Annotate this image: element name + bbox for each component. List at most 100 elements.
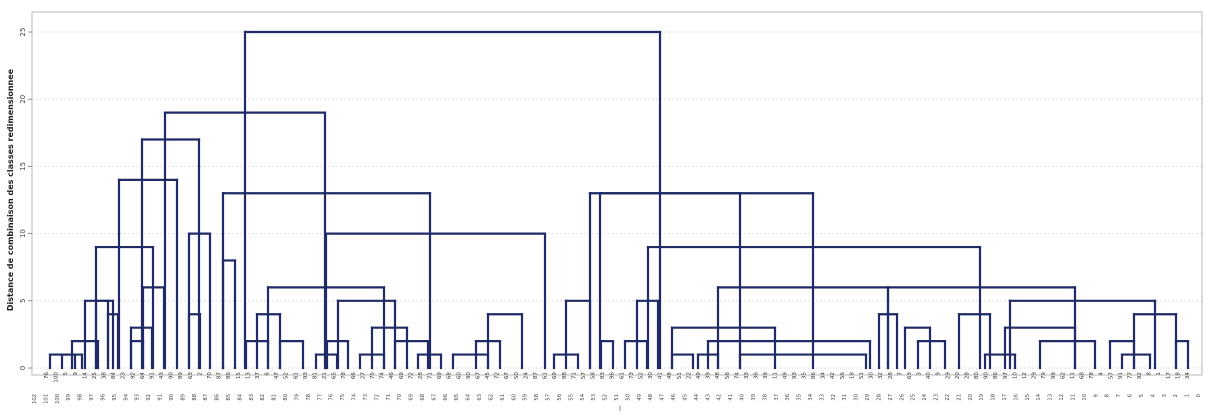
leaf-label: 99 [1051,372,1057,380]
leaf-label: 72 [408,372,414,379]
leaf-label: 56 [725,372,731,380]
leaf-label: 8 [1105,394,1111,397]
leaf-label: 6 [1128,394,1134,397]
leaf-label: 82 [260,394,266,401]
leaf-label: 7 [1116,394,1122,397]
leaf-label: 70 [397,394,403,401]
leaf-label: 14 [82,372,88,380]
leaf-label: 98 [78,394,84,401]
leaf-label: 71 [571,372,577,380]
leaf-label: 57 [546,394,552,401]
leaf-label: 47 [274,372,280,380]
leaf-label: 93 [303,372,309,380]
leaf-label: 31 [842,394,848,401]
leaf-label: 95 [112,394,118,401]
leaf-label: 29 [945,372,951,380]
leaf-label: 33 [744,372,750,380]
leaf-label: 69 [552,372,558,380]
y-tick-label: 15 [19,162,27,171]
leaf-label: 2 [197,372,203,376]
leaf-label: 91 [1118,372,1124,380]
leaf-label: 87 [203,394,209,401]
x-axis-label: l [619,405,621,413]
leaf-label: 89 [180,394,186,401]
leaf-label: 25 [92,372,98,380]
leaf-label: 20 [955,372,961,380]
leaf-label: 29 [865,394,871,401]
leaf-label: 17 [1002,394,1008,401]
leaf-label: 39 [751,394,757,401]
leaf-label: 80 [283,394,289,401]
y-tick-label: 25 [19,28,27,37]
leaf-label: 92 [1137,372,1143,379]
leaf-label: 52 [284,372,290,379]
leaf-label: 77 [1128,372,1134,380]
leaf-label: 8 [1147,372,1153,376]
leaf-label: 37 [255,372,261,380]
leaf-label: 30 [869,372,875,380]
leaf-label: 12 [1059,394,1065,401]
leaf-label: 28 [877,394,883,401]
leaf-label: 63 [907,372,913,380]
leaf-label: 61 [500,394,506,401]
leaf-label: 58 [591,372,597,380]
leaf-label: 5 [63,372,69,376]
leaf-label: 90 [169,372,175,380]
leaf-label: 92 [130,372,136,379]
leaf-label: 68 [420,394,426,401]
leaf-label: 53 [591,394,597,401]
leaf-label: 93 [792,372,798,380]
leaf-label: 74 [734,372,740,380]
leaf-label: 51 [677,372,683,380]
leaf-label: 71 [428,372,434,380]
leaf-label: 34 [1185,372,1191,380]
leaf-label: 67 [431,394,437,401]
leaf-label: 57 [1108,372,1114,380]
leaf-label: 73 [363,394,369,401]
leaf-label: 88 [192,394,198,401]
leaf-label: 39 [706,372,712,380]
leaf-label: 76 [329,394,335,401]
leaf-label: 72 [374,394,380,401]
leaf-label: 62 [489,394,495,401]
leaf-label: 50 [514,372,520,380]
leaf-label: 29 [1032,372,1038,380]
leaf-label: 19 [849,372,855,380]
leaf-label: 17 [1166,372,1172,380]
y-tick-label: 5 [19,299,27,303]
leaf-label: 51 [614,394,620,401]
leaf-label: 22 [686,372,692,379]
leaf-label: 81 [313,372,319,380]
leaf-label: 72 [495,372,501,379]
leaf-label: 26 [899,394,905,401]
leaf-label: 45 [485,372,491,380]
leaf-label: 73 [629,372,635,380]
leaf-label: 65 [332,372,338,380]
leaf-label: 42 [717,394,723,401]
leaf-label: 36 [785,394,791,401]
leaf-label: 48 [715,372,721,380]
leaf-label: 12 [1022,372,1028,379]
leaf-label: 54 [580,393,586,400]
leaf-label: 49 [696,372,702,380]
leaf-label: 38 [102,372,108,380]
leaf-label: 24 [922,393,928,400]
leaf-label: 74 [352,393,358,400]
y-axis-label: Distance de combinaison des classes redi… [6,68,15,311]
leaf-label: 13 [245,372,251,380]
leaf-label: 4 [1099,372,1105,376]
leaf-label: 71 [386,394,392,401]
leaf-label: 38 [762,394,768,401]
leaf-label: 22 [945,394,951,401]
leaf-label: 84 [111,372,117,380]
leaf-label: 48 [667,372,673,380]
leaf-label: 43 [159,372,165,380]
leaf-label: 87 [217,372,223,380]
leaf-label: 59 [523,394,529,401]
leaf-label: 52 [603,394,609,401]
leaf-label: 102 [32,394,38,404]
leaf-label: 97 [1003,372,1009,380]
leaf-label: 64 [466,393,472,400]
leaf-label: 28 [888,372,894,380]
leaf-label: 99 [66,394,72,401]
